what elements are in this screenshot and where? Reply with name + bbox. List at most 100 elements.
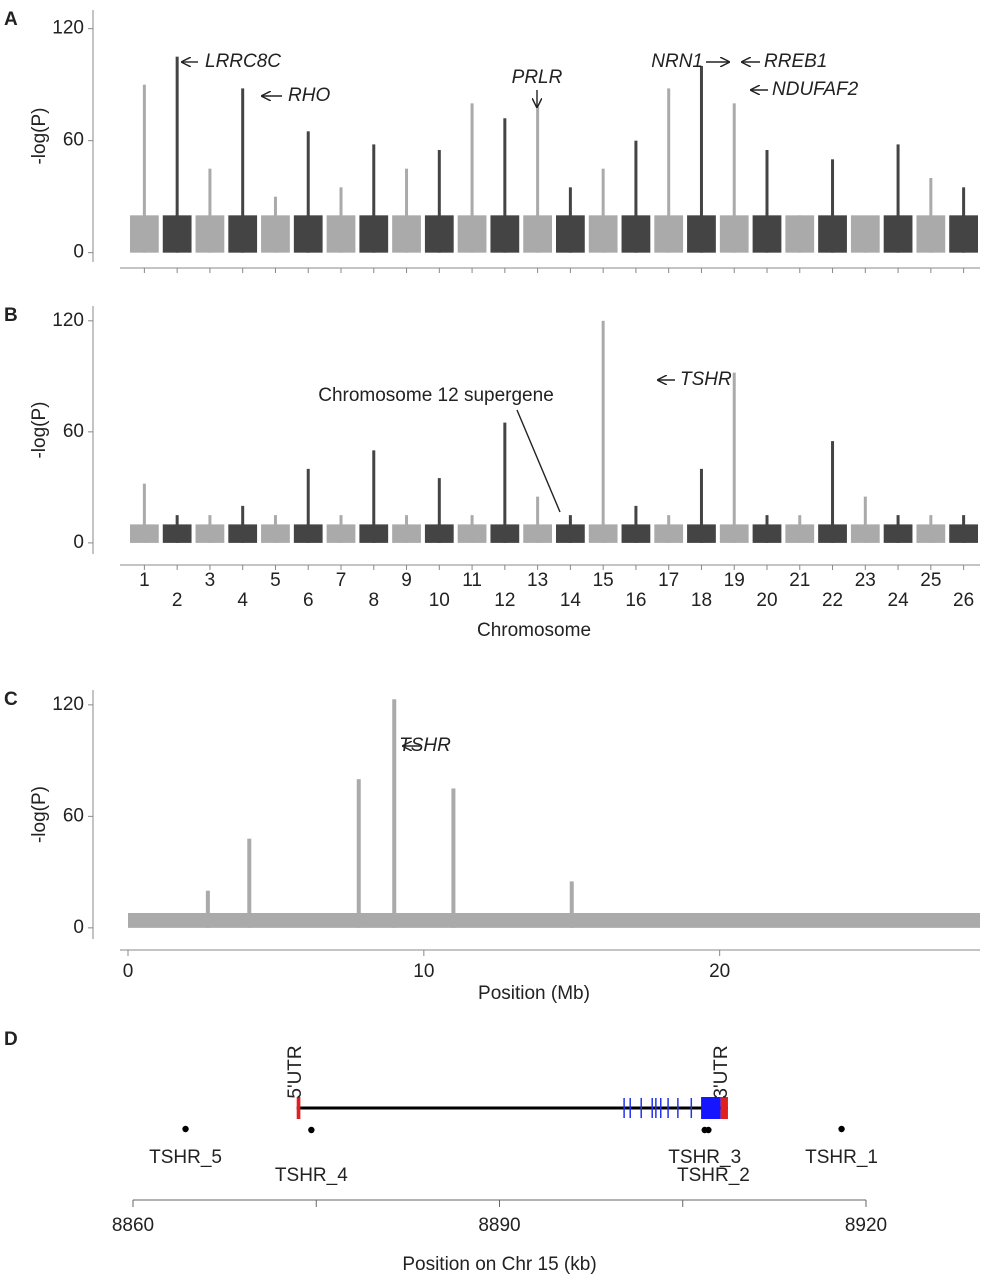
- x-tick-label: 18: [691, 590, 712, 611]
- peak: [241, 88, 245, 253]
- peak: [765, 150, 769, 253]
- peak: [372, 144, 376, 253]
- peak: [372, 450, 376, 543]
- x-tick-label: 19: [724, 570, 745, 591]
- peak: [896, 515, 900, 543]
- y-tick-label: 0: [73, 242, 84, 263]
- x-tick-label: 24: [888, 590, 910, 611]
- peak: [667, 88, 671, 253]
- utr-label: 3'UTR: [711, 1045, 732, 1098]
- peak: [306, 131, 310, 253]
- x-tick-label: 12: [494, 590, 515, 611]
- annotation: TSHR: [399, 735, 451, 756]
- annotation: LRRC8C: [205, 51, 281, 72]
- x-tick-label: 10: [413, 961, 434, 982]
- x-tick-label: 9: [401, 570, 412, 591]
- peak: [536, 107, 540, 253]
- x-tick-label: 15: [593, 570, 614, 591]
- peak: [634, 505, 638, 543]
- peak: [863, 219, 867, 253]
- peak: [437, 478, 441, 543]
- x-tick-label: 1: [139, 570, 150, 591]
- peak: [437, 150, 441, 253]
- x-tick-label: 20: [709, 961, 730, 982]
- peak: [699, 468, 703, 543]
- cds-block: [701, 1097, 721, 1119]
- y-axis-label: -log(P): [29, 107, 50, 164]
- peak: [175, 56, 179, 253]
- marker: [705, 1126, 712, 1134]
- peak: [451, 788, 456, 928]
- background-signal: [128, 912, 980, 928]
- peak: [962, 515, 966, 543]
- peak: [962, 187, 966, 253]
- marker: [182, 1125, 189, 1133]
- y-axis-label: -log(P): [29, 401, 50, 458]
- peak: [699, 66, 703, 253]
- peak: [405, 168, 409, 253]
- x-tick-label: 8: [368, 590, 379, 611]
- peak: [503, 422, 507, 543]
- x-tick-label: 10: [429, 590, 450, 611]
- peak: [306, 468, 310, 543]
- x-tick-label: 0: [123, 961, 134, 982]
- peak: [929, 515, 933, 543]
- peak: [568, 515, 572, 543]
- marker-label: TSHR_2: [677, 1165, 750, 1186]
- peak: [241, 505, 245, 543]
- peak: [392, 699, 397, 928]
- peak: [142, 84, 146, 253]
- peak: [339, 187, 343, 253]
- peak: [732, 372, 736, 543]
- annotation: RHO: [288, 85, 330, 106]
- peak: [863, 496, 867, 543]
- annotation: NDUFAF2: [772, 79, 859, 100]
- x-tick-label: 16: [625, 590, 646, 611]
- peak: [175, 515, 179, 543]
- peak: [601, 168, 605, 253]
- panel-letter: D: [4, 1029, 18, 1050]
- x-tick-label: 17: [658, 570, 679, 591]
- peak: [208, 168, 212, 253]
- peak: [831, 441, 835, 543]
- x-tick-label: 8860: [112, 1215, 154, 1236]
- peak: [405, 515, 409, 543]
- panel-letter: A: [4, 9, 18, 30]
- x-tick-label: 13: [527, 570, 548, 591]
- y-tick-label: 60: [63, 130, 84, 151]
- x-tick-label: 25: [920, 570, 941, 591]
- peak: [470, 103, 474, 253]
- x-tick-label: 2: [172, 590, 183, 611]
- peak: [536, 496, 540, 543]
- peak: [601, 320, 605, 543]
- peak: [356, 779, 361, 928]
- peak: [896, 144, 900, 253]
- peak: [798, 215, 802, 253]
- peak: [273, 196, 277, 253]
- x-tick-label: 21: [789, 570, 810, 591]
- marker-label: TSHR_3: [668, 1147, 741, 1168]
- peak: [273, 515, 277, 543]
- x-tick-label: 22: [822, 590, 843, 611]
- annotation: TSHR: [680, 369, 732, 390]
- x-tick-label: 23: [855, 570, 876, 591]
- y-tick-label: 60: [63, 421, 84, 442]
- annotation: Chromosome 12 supergene: [318, 385, 554, 406]
- utr3: [720, 1097, 728, 1119]
- x-axis-label: Position on Chr 15 (kb): [402, 1254, 596, 1275]
- annotation: NRN1: [651, 51, 703, 72]
- x-tick-label: 5: [270, 570, 281, 591]
- peak: [208, 515, 212, 543]
- x-axis-label: Position (Mb): [478, 983, 590, 1004]
- panel-letter: B: [4, 305, 18, 326]
- marker-label: TSHR_5: [149, 1147, 222, 1168]
- peak: [765, 515, 769, 543]
- x-tick-label: 8920: [845, 1215, 887, 1236]
- x-tick-label: 11: [462, 570, 482, 591]
- peak: [798, 515, 802, 543]
- annotation: RREB1: [764, 51, 827, 72]
- y-tick-label: 120: [52, 694, 84, 715]
- y-tick-label: 120: [52, 18, 84, 39]
- utr5: [296, 1097, 301, 1119]
